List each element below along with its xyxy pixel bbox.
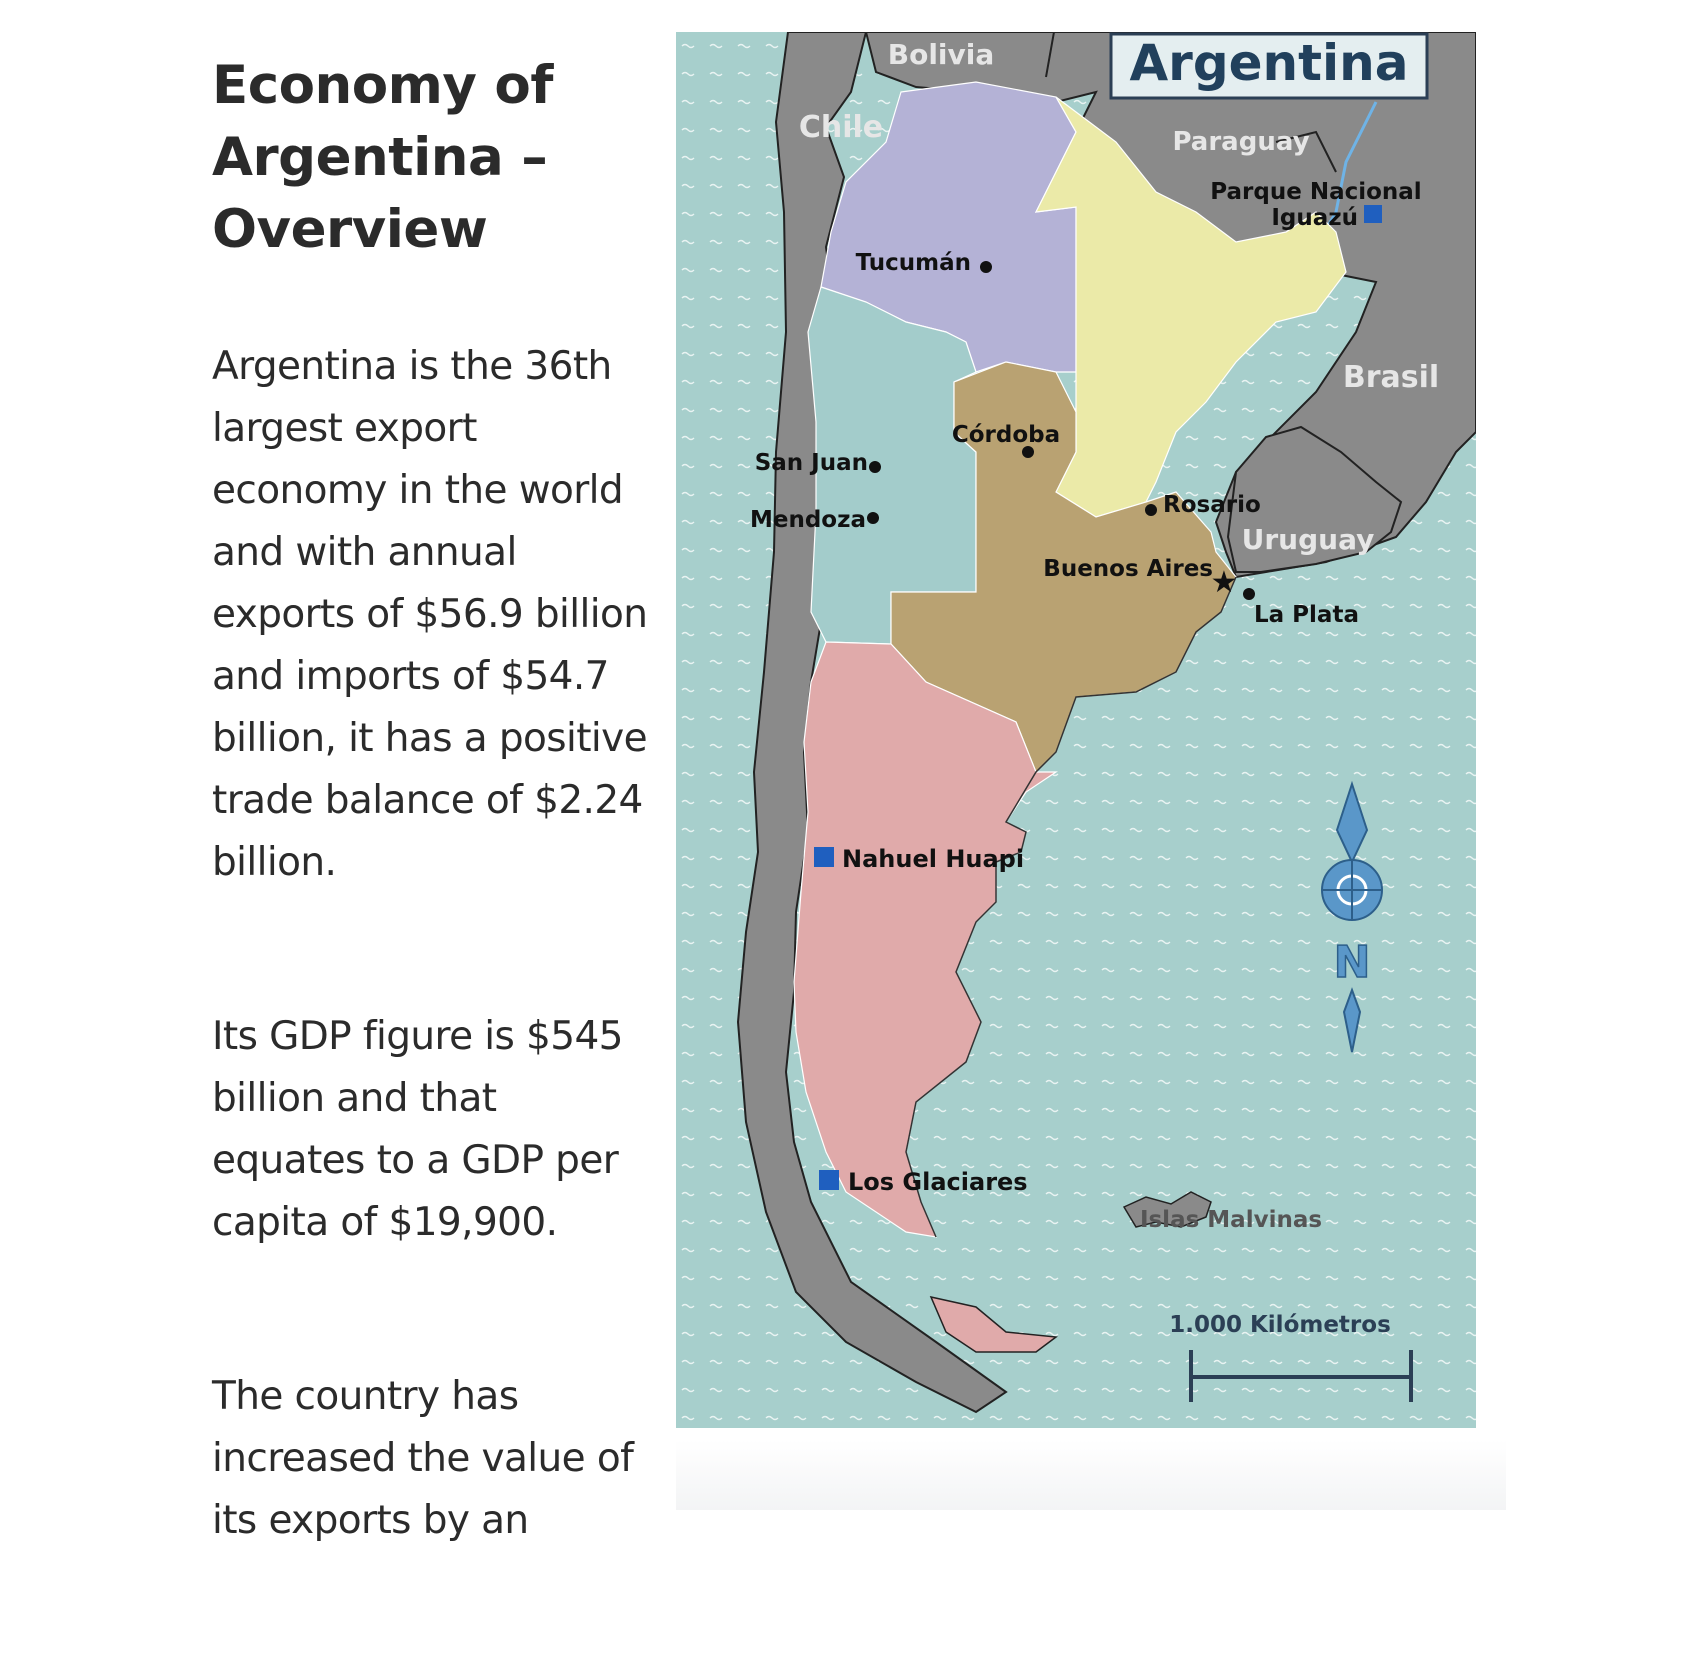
park-label-iguazu-line2: Iguazú — [1271, 205, 1358, 231]
city-label-buenos-aires: Buenos Aires — [1043, 556, 1213, 582]
text-line: equates to a GDP per — [212, 1138, 619, 1183]
city-dot-mendoza — [867, 512, 879, 524]
park-marker-nahuel-huapi — [814, 847, 834, 867]
country-label-chile: Chile — [799, 110, 883, 145]
park-label-los-glaciares: Los Glaciares — [848, 1168, 1028, 1196]
text-line: billion. — [212, 840, 337, 885]
park-marker-iguazu — [1364, 205, 1382, 223]
text-line: exports of $56.9 billion — [212, 592, 648, 637]
tierra-del-fuego — [929, 1295, 1058, 1353]
compass-icon — [1321, 780, 1383, 1053]
map-title-box — [1109, 32, 1429, 100]
scale-label: 1.000 Kilómetros — [1169, 1312, 1391, 1338]
text-line: increased the value of — [212, 1436, 634, 1481]
text-line: billion and that — [212, 1076, 497, 1121]
border-line — [1275, 130, 1337, 173]
text-line: largest export — [212, 406, 477, 451]
country-label-brasil: Brasil — [1343, 360, 1439, 395]
city-dot-cordoba — [1022, 446, 1034, 458]
page-title: Economy of Argentina – Overview — [212, 50, 652, 266]
city-dot-la-plata — [1243, 588, 1255, 600]
text-line: and with annual — [212, 530, 517, 575]
country-label-uruguay: Uruguay — [1242, 523, 1375, 556]
city-label-rosario: Rosario — [1163, 492, 1261, 518]
text-line: trade balance of $2.24 — [212, 778, 643, 823]
title-line: Overview — [212, 199, 488, 260]
city-label-mendoza: Mendoza — [750, 507, 866, 533]
park-label-iguazu-line1: Parque Nacional — [1210, 179, 1421, 205]
compass-letter: N — [1334, 937, 1371, 988]
country-label-paraguay: Paraguay — [1172, 127, 1309, 157]
scale-bar — [1189, 1350, 1413, 1402]
argentina-map[interactable]: Argentina Bolivia Chile Paraguay Brasil … — [676, 32, 1476, 1428]
uruguay-land — [1226, 425, 1403, 573]
islands-label: Islas Malvinas — [1140, 1207, 1322, 1233]
text-line: capita of $19,900. — [212, 1200, 558, 1245]
text-line: billion, it has a positive — [212, 716, 648, 761]
paragraph-exports: Argentina is the 36th largest export eco… — [212, 336, 652, 894]
city-dot-san-juan — [869, 461, 881, 473]
text-line: The country has — [212, 1374, 519, 1419]
city-label-la-plata: La Plata — [1254, 602, 1359, 628]
text-line: and imports of $54.7 — [212, 654, 610, 699]
city-label-san-juan: San Juan — [755, 450, 868, 476]
country-label-bolivia: Bolivia — [888, 38, 995, 71]
park-marker-los-glaciares — [819, 1170, 839, 1190]
islas-malvinas-shape — [1122, 1191, 1212, 1228]
paragraph-gdp: Its GDP figure is $545 billion and that … — [212, 1006, 652, 1254]
paragraph-growth: The country has increased the value of i… — [212, 1366, 652, 1552]
city-dot-tucuman — [980, 261, 992, 273]
page-bottom-shadow — [676, 1440, 1506, 1510]
border-line — [1045, 32, 1055, 78]
capital-star-icon: ★ — [1211, 566, 1238, 599]
title-line: Argentina – — [212, 127, 548, 188]
region-northeast — [1034, 96, 1347, 518]
title-line: Economy of — [212, 55, 553, 116]
text-line: its exports by an — [212, 1498, 529, 1543]
article: Economy of Argentina – Overview Argentin… — [212, 50, 652, 1664]
city-dot-rosario — [1145, 504, 1157, 516]
city-label-cordoba: Córdoba — [952, 422, 1060, 448]
park-label-nahuel-huapi: Nahuel Huapi — [842, 845, 1024, 873]
text-line: Argentina is the 36th — [212, 344, 612, 389]
map-title: Argentina — [1129, 34, 1408, 92]
coastline — [905, 576, 1237, 1238]
text-line: Its GDP figure is $545 — [212, 1014, 623, 1059]
city-label-tucuman: Tucumán — [856, 250, 971, 276]
text-line: economy in the world — [212, 468, 624, 513]
map-svg: Argentina Bolivia Chile Paraguay Brasil … — [676, 32, 1476, 1428]
